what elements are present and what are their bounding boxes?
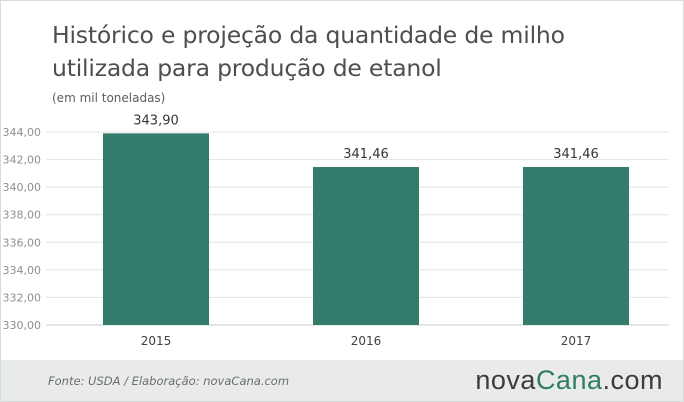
bar <box>313 167 419 325</box>
chart-subtitle: (em mil toneladas) <box>52 91 166 105</box>
logo-part-com: .com <box>602 365 663 395</box>
bar <box>523 167 629 325</box>
bar <box>103 133 209 325</box>
bar-chart: 330,00 332,00 334,00 336,00 338,00 340,00 342,… <box>3 113 669 348</box>
x-tick-label: 2016 <box>351 334 382 348</box>
y-tick-label: 342,00 <box>3 154 42 167</box>
y-tick-label: 332,00 <box>3 291 42 304</box>
y-tick-label: 344,00 <box>3 126 42 139</box>
footer: Fonte: USDA / Elaboração: novaCana.com n… <box>1 360 683 401</box>
x-tick-label: 2017 <box>561 334 592 348</box>
y-tick-label: 338,00 <box>3 209 42 222</box>
data-label: 341,46 <box>553 147 599 162</box>
source-note: Fonte: USDA / Elaboração: novaCana.com <box>48 374 290 388</box>
y-tick-label: 336,00 <box>3 236 42 249</box>
y-tick-label: 334,00 <box>3 264 42 277</box>
data-label: 343,90 <box>133 113 179 128</box>
logo-part-cana: Cana <box>535 365 603 395</box>
y-tick-label: 330,00 <box>3 319 42 332</box>
chart-title: Histórico e projeção da quantidade de mi… <box>52 21 565 82</box>
data-label: 341,46 <box>343 147 389 162</box>
logo-part-nova: nova <box>475 365 536 395</box>
x-tick-label: 2015 <box>141 334 172 348</box>
y-tick-label: 340,00 <box>3 181 42 194</box>
novacana-logo: novaCana.com <box>475 362 663 398</box>
